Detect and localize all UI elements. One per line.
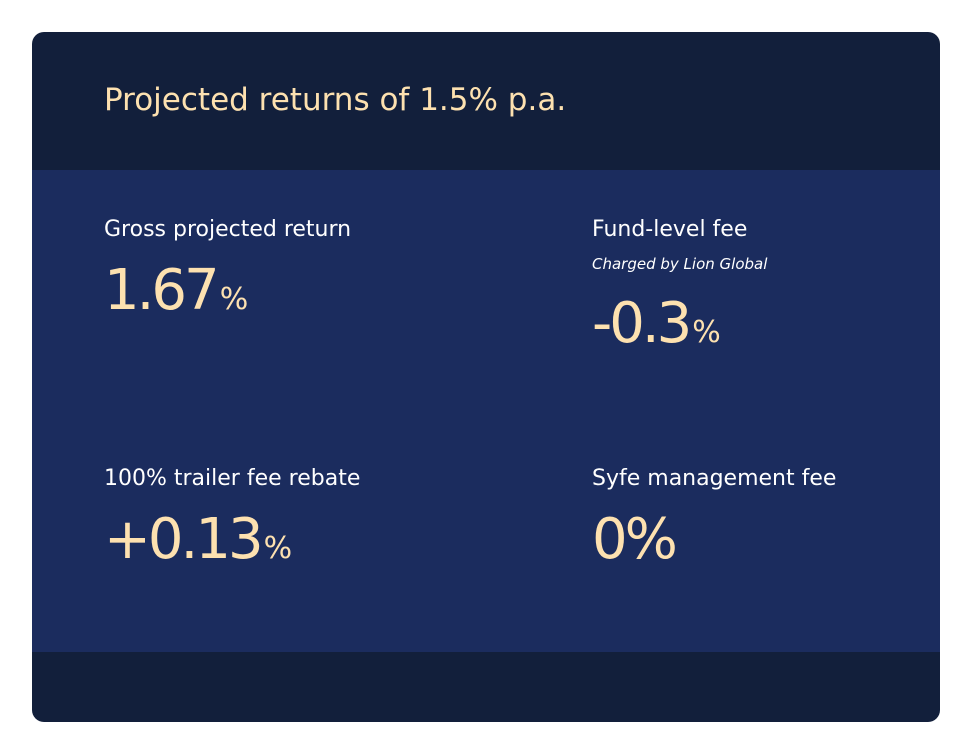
metric-fund-level-fee: Fund-level fee Charged by Lion Global -0… — [592, 219, 767, 352]
metric-gross-projected-return: Gross projected return 1.67% — [104, 219, 351, 319]
metric-value: -0.3% — [592, 296, 767, 352]
metric-number: +0.13 — [104, 507, 264, 572]
metric-label: Gross projected return — [104, 217, 352, 242]
metric-sublabel: Charged by Lion Global — [592, 255, 768, 273]
metric-syfe-management-fee: Syfe management fee 0% — [592, 468, 836, 568]
metric-label: Fund-level fee — [592, 217, 748, 242]
metric-unit: % — [219, 282, 249, 317]
metric-value: 1.67% — [104, 263, 351, 319]
metric-value: 0% — [592, 512, 836, 568]
metric-trailer-fee-rebate: 100% trailer fee rebate +0.13% — [104, 468, 360, 568]
metric-unit: % — [692, 315, 721, 350]
metric-label: Syfe management fee — [592, 466, 837, 491]
returns-card: Projected returns of 1.5% p.a. Gross pro… — [32, 32, 940, 722]
metric-number: -0.3 — [592, 291, 692, 356]
metric-number: 1.67 — [104, 258, 220, 323]
metric-value: +0.13% — [104, 512, 360, 568]
metrics-panel: Gross projected return 1.67% Fund-level … — [32, 170, 940, 652]
metric-unit: % — [263, 531, 293, 566]
metric-label: 100% trailer fee rebate — [104, 466, 361, 491]
card-title: Projected returns of 1.5% p.a. — [104, 82, 567, 118]
metric-number: 0% — [592, 507, 678, 572]
